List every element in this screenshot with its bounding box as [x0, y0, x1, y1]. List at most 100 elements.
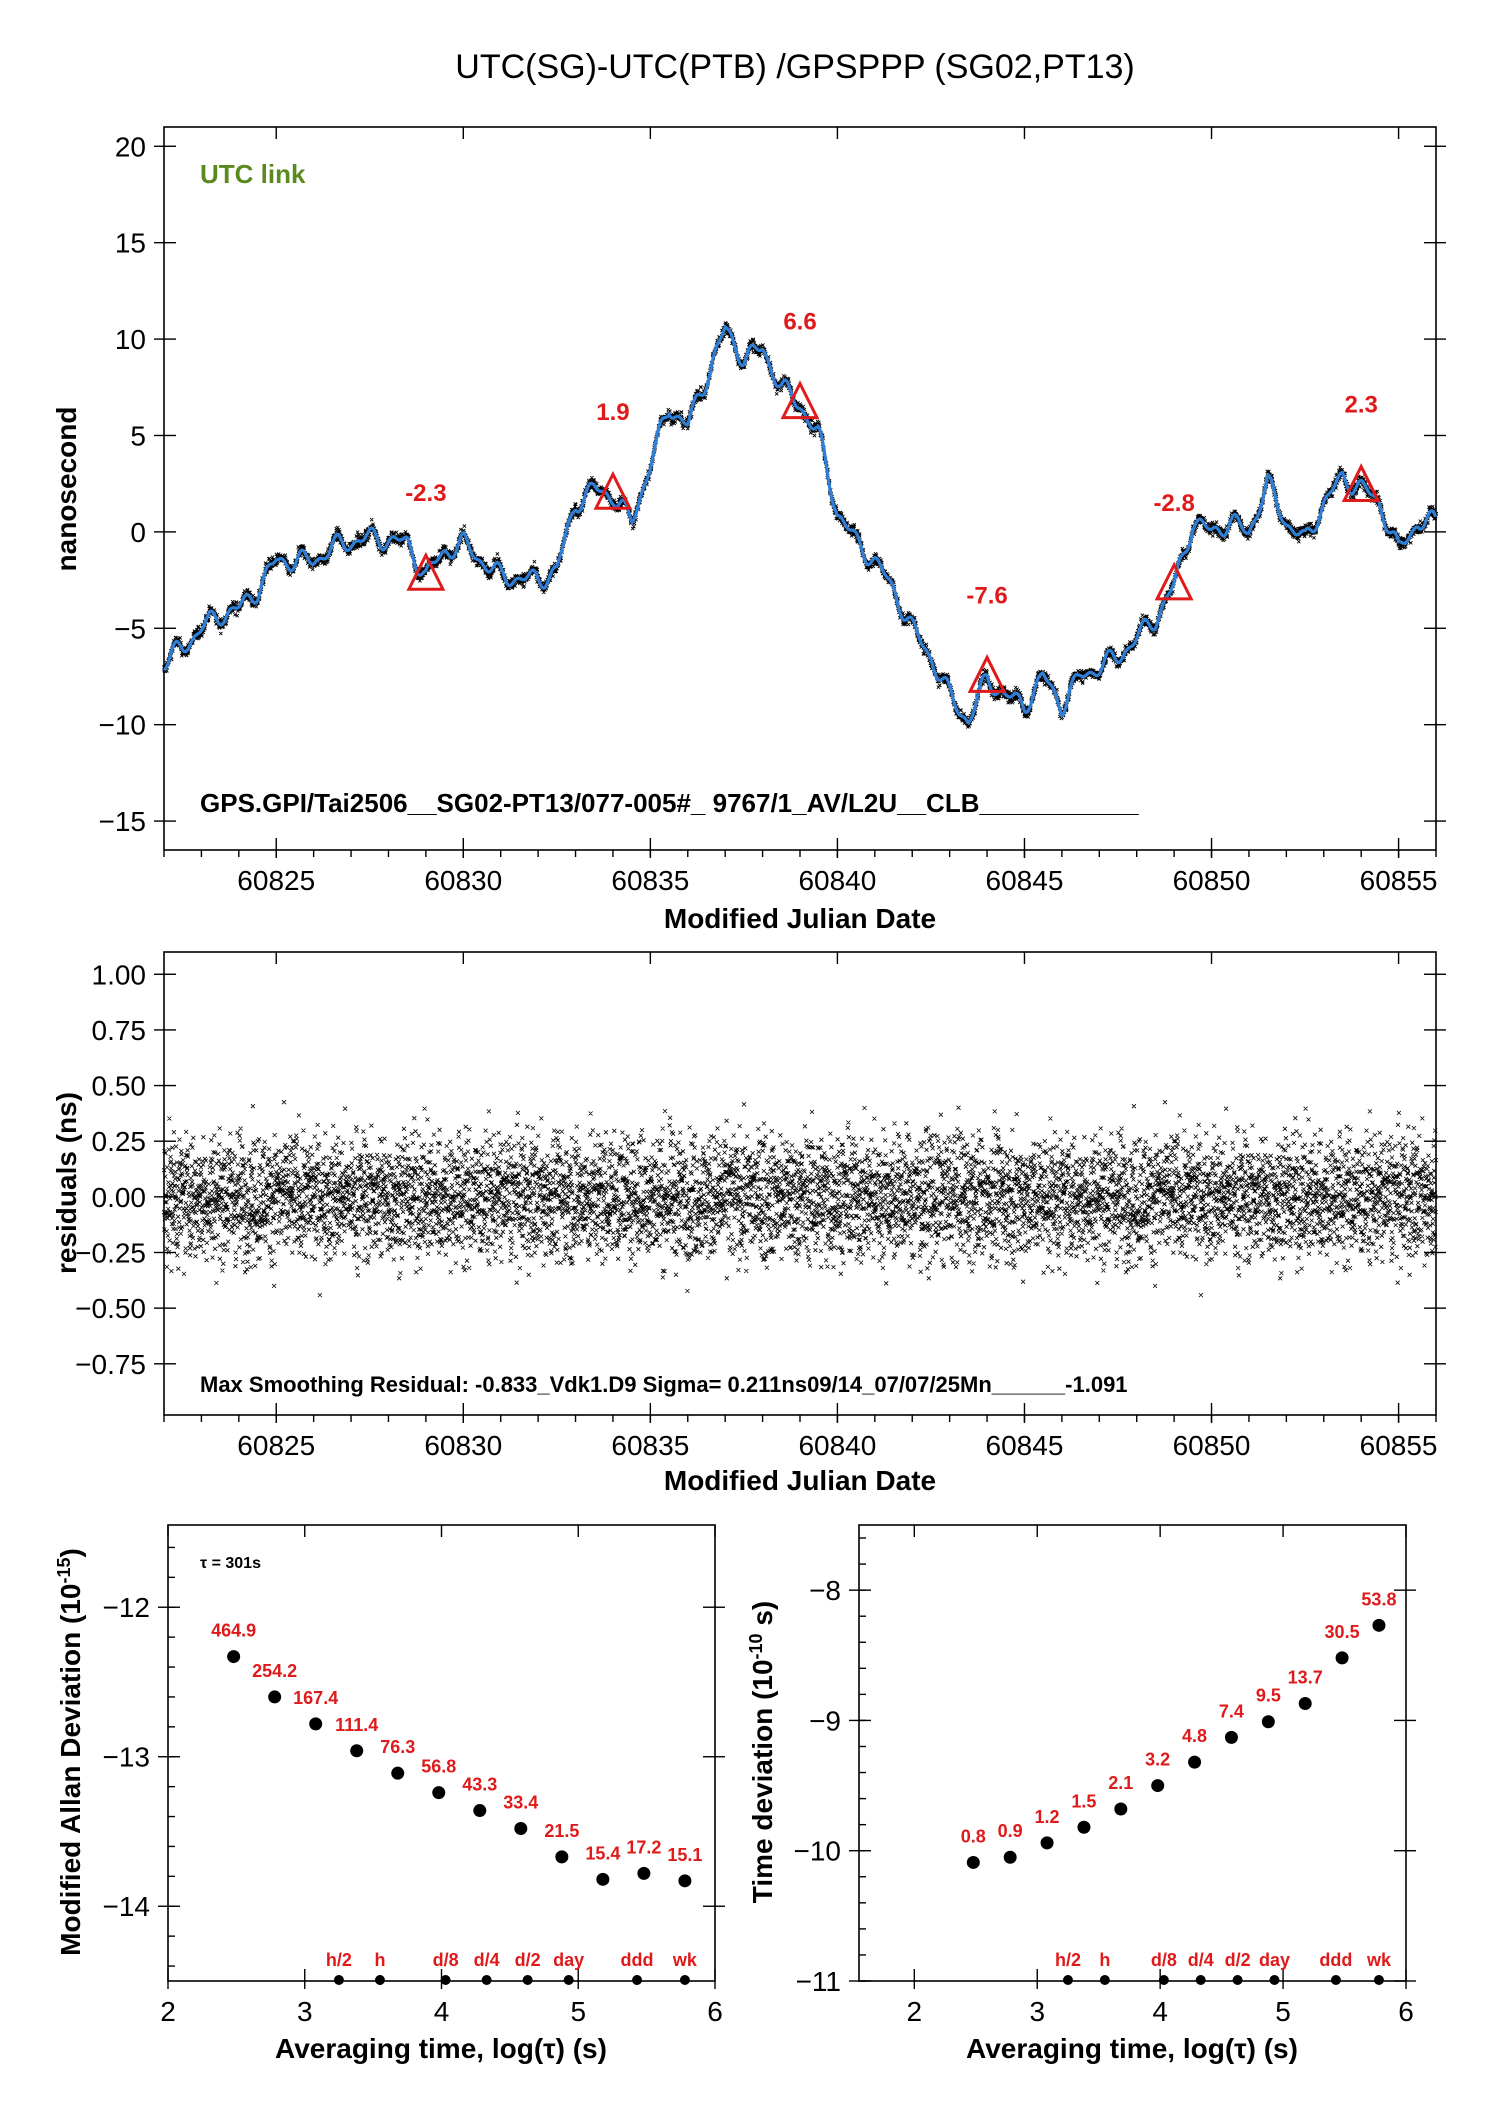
period-label: h/2: [326, 1950, 352, 1970]
x-tick-label: 60825: [237, 865, 315, 896]
y-tick-label: 0.00: [92, 1182, 147, 1213]
deviation-value-label: 9.5: [1256, 1686, 1281, 1706]
marker-value-label: 1.9: [596, 399, 629, 426]
period-marker: [1269, 1975, 1280, 1985]
period-label: wk: [672, 1950, 698, 1970]
period-label: day: [1259, 1950, 1290, 1970]
panel-time-series: nanosecond Modified Julian Date GPS.GPI/…: [51, 126, 1446, 934]
y-tick-label: −15: [99, 806, 147, 837]
period-label: h: [374, 1950, 385, 1970]
period-label: d/4: [474, 1950, 500, 1970]
period-label: d/2: [1225, 1950, 1251, 1970]
y-tick-label: −0.50: [75, 1293, 146, 1324]
tdev-y-axis-title-exp: -10: [746, 1633, 766, 1659]
y-tick-label: −13: [103, 1742, 151, 1773]
y-tick-label: 10: [115, 324, 146, 355]
deviation-point: [350, 1744, 364, 1758]
x-tick-label: 60850: [1173, 865, 1251, 896]
y-tick-label: −10: [99, 710, 147, 741]
deviation-point: [555, 1850, 569, 1864]
deviation-value-label: 2.1: [1108, 1773, 1133, 1793]
marker-triangle: [1341, 463, 1381, 503]
x-tick-label: 4: [434, 1996, 450, 2027]
y-tick-label: 5: [130, 420, 146, 451]
panel-residuals: residuals (ns) Modified Julian Date 6082…: [51, 951, 1446, 1496]
deviation-point: [1261, 1715, 1275, 1729]
deviation-point: [268, 1690, 282, 1704]
panel-modified-allan: Modified Allan Deviation (10-15) Averagi…: [54, 1524, 725, 2064]
panel-time-deviation-frame: [858, 1524, 1407, 1982]
deviation-point: [309, 1717, 323, 1731]
period-label: h/2: [1055, 1950, 1081, 1970]
period-marker: [563, 1975, 574, 1985]
deviation-point: [1003, 1850, 1017, 1864]
link-footer-label: GPS.GPI/Tai2506__SG02-PT13/077-005#_ 976…: [200, 788, 1139, 818]
deviation-value-label: 56.8: [421, 1757, 456, 1777]
deviation-value-label: 0.9: [998, 1821, 1023, 1841]
deviation-point: [1077, 1820, 1091, 1834]
deviation-value-label: 53.8: [1361, 1589, 1396, 1609]
x-tick-label: 60855: [1360, 865, 1438, 896]
y-tick-label: 1.00: [92, 959, 147, 990]
period-marker: [1158, 1975, 1169, 1985]
x-tick-label: 60850: [1173, 1430, 1251, 1461]
deviation-value-label: 111.4: [335, 1715, 378, 1735]
y-tick-label: −9: [809, 1705, 841, 1736]
period-marker: [1062, 1975, 1073, 1985]
period-marker: [1373, 1975, 1384, 1985]
deviation-point: [637, 1866, 651, 1880]
y-axis-title: nanosecond: [51, 407, 82, 572]
tdev-x-axis-title: Averaging time, log(τ) (s): [966, 2033, 1298, 2064]
deviation-point: [966, 1855, 980, 1869]
x-tick-label: 60825: [237, 1430, 315, 1461]
deviation-point: [1372, 1618, 1386, 1632]
period-label: wk: [1366, 1950, 1392, 1970]
deviation-point: [514, 1822, 528, 1836]
tau-note: τ = 301s: [200, 1555, 261, 1572]
x-tick-label: 6: [707, 1996, 723, 2027]
mdev-y-axis-title-close: ): [55, 1548, 86, 1557]
deviation-value-label: 15.1: [667, 1845, 702, 1865]
period-marker: [522, 1975, 533, 1985]
marker-value-label: -2.8: [1153, 490, 1194, 517]
y-tick-label: 0.25: [92, 1126, 147, 1157]
marker-triangle: [780, 380, 820, 420]
x-tick-label: 6: [1398, 1996, 1414, 2027]
y-tick-label: 0.50: [92, 1071, 147, 1102]
period-label: ddd: [1319, 1950, 1352, 1970]
period-marker: [481, 1975, 492, 1985]
deviation-value-label: 13.7: [1288, 1667, 1323, 1687]
deviation-value-label: 30.5: [1325, 1622, 1360, 1642]
deviation-value-label: 3.2: [1145, 1750, 1170, 1770]
deviation-point: [391, 1766, 405, 1780]
x-axis-title: Modified Julian Date: [664, 903, 936, 934]
deviation-point: [596, 1872, 610, 1886]
mdev-x-axis-title: Averaging time, log(τ) (s): [275, 2033, 607, 2064]
period-label: h: [1099, 1950, 1110, 1970]
period-label: d/8: [433, 1950, 459, 1970]
deviation-value-label: 21.5: [544, 1821, 579, 1841]
residuals-x-axis-title: Modified Julian Date: [664, 1465, 936, 1496]
marker-value-label: 2.3: [1344, 392, 1377, 419]
y-tick-label: −11: [796, 1966, 841, 1997]
marker-value-label: -7.6: [966, 582, 1007, 609]
deviation-value-label: 254.2: [252, 1661, 297, 1681]
x-tick-label: 2: [160, 1996, 176, 2027]
deviation-point: [1151, 1779, 1165, 1793]
deviation-value-label: 33.4: [503, 1793, 538, 1813]
tdev-y-axis-title-close: s): [747, 1601, 778, 1634]
deviation-value-label: 7.4: [1219, 1701, 1244, 1721]
mdev-y-axis-title-exp: -15: [54, 1557, 74, 1583]
deviation-value-label: 76.3: [380, 1737, 415, 1757]
mdev-y-axis-title: Modified Allan Deviation (10-15): [54, 1548, 86, 1956]
x-tick-label: 60845: [986, 1430, 1064, 1461]
marker-triangle: [967, 654, 1007, 693]
smoothed-series-line: [162, 324, 1438, 726]
x-tick-label: 3: [297, 1996, 313, 2027]
deviation-point: [1298, 1696, 1312, 1710]
panel-time-series-frame: [163, 126, 1437, 851]
period-marker: [632, 1975, 643, 1985]
marker-triangle: [593, 470, 633, 510]
y-tick-label: −10: [794, 1836, 842, 1867]
figure-title: UTC(SG)-UTC(PTB) /GPSPPP (SG02,PT13): [455, 48, 1134, 86]
